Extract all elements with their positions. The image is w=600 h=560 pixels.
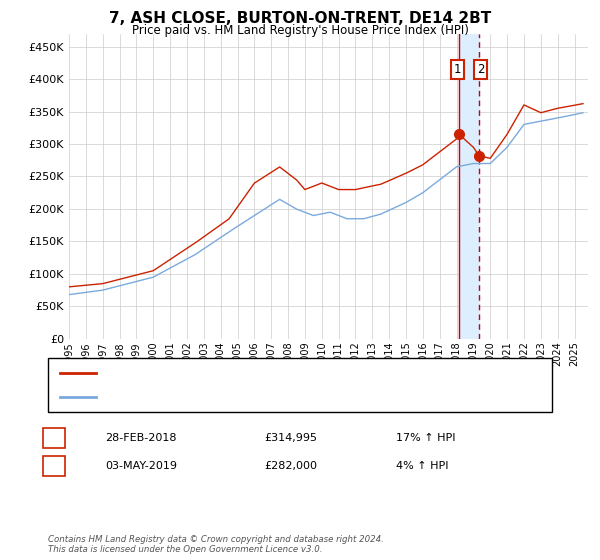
Text: 4% ↑ HPI: 4% ↑ HPI <box>396 461 449 471</box>
Text: 1: 1 <box>50 433 58 443</box>
Bar <box>459 34 479 339</box>
Text: 03-MAY-2019: 03-MAY-2019 <box>105 461 177 471</box>
Text: 2: 2 <box>477 63 484 76</box>
Text: £282,000: £282,000 <box>264 461 317 471</box>
Text: 2: 2 <box>50 461 58 471</box>
Text: 7, ASH CLOSE, BURTON-ON-TRENT, DE14 2BT: 7, ASH CLOSE, BURTON-ON-TRENT, DE14 2BT <box>109 11 491 26</box>
Text: £314,995: £314,995 <box>264 433 317 443</box>
Text: Price paid vs. HM Land Registry's House Price Index (HPI): Price paid vs. HM Land Registry's House … <box>131 24 469 36</box>
Text: 17% ↑ HPI: 17% ↑ HPI <box>396 433 455 443</box>
Text: HPI: Average price, detached house, East Staffordshire: HPI: Average price, detached house, East… <box>105 391 404 402</box>
Text: Contains HM Land Registry data © Crown copyright and database right 2024.
This d: Contains HM Land Registry data © Crown c… <box>48 535 384 554</box>
Text: 7, ASH CLOSE, BURTON-ON-TRENT, DE14 2BT (detached house): 7, ASH CLOSE, BURTON-ON-TRENT, DE14 2BT … <box>105 368 453 379</box>
Text: 28-FEB-2018: 28-FEB-2018 <box>105 433 176 443</box>
Text: 1: 1 <box>454 63 461 76</box>
